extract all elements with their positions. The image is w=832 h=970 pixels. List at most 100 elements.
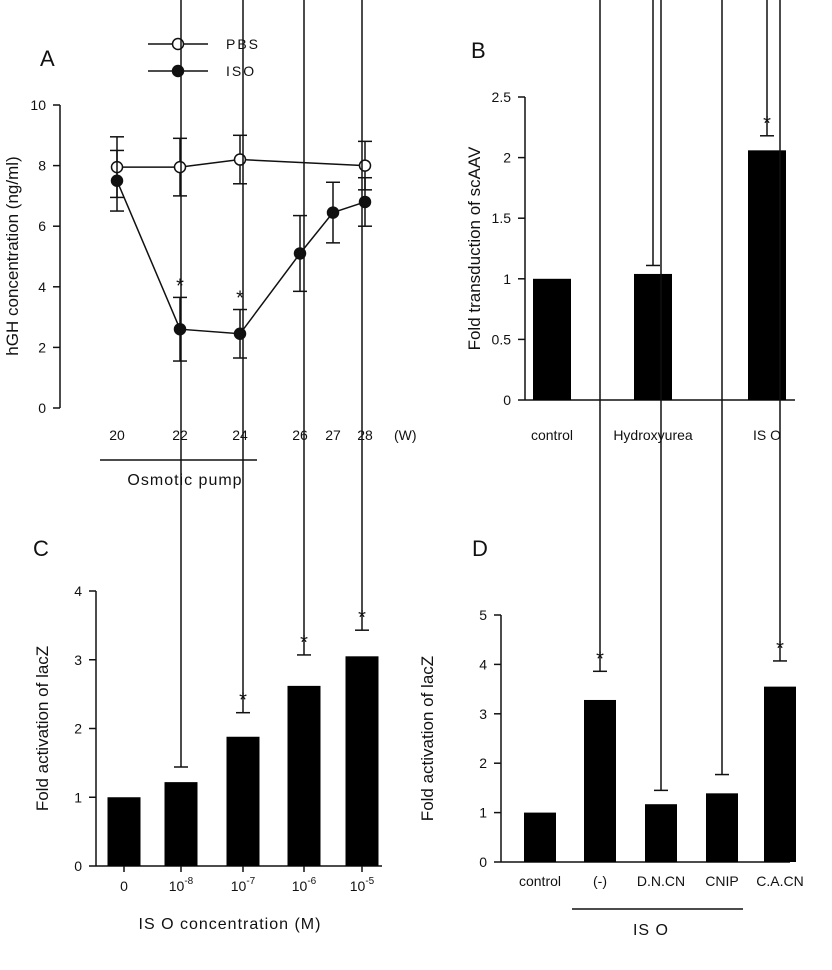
legend-label: ISO xyxy=(226,63,256,79)
data-point xyxy=(173,322,187,336)
y-tick-label: 2.5 xyxy=(492,89,512,105)
bar xyxy=(584,699,616,862)
x-category-label: Hydroxyurea xyxy=(613,427,693,443)
category-base: 10 xyxy=(292,878,308,894)
category-base: 0 xyxy=(120,878,128,894)
legend-marker xyxy=(171,64,185,78)
y-tick-label: 4 xyxy=(38,279,46,295)
y-tick-label: 0 xyxy=(503,392,511,408)
x-category-label: CNIP xyxy=(705,873,738,889)
panel-d: D 0 1 2 3 4 5 Fold activation of lacZ control * (-… xyxy=(418,0,804,939)
data-point xyxy=(358,195,372,209)
y-tick-label: 4 xyxy=(479,656,487,672)
error-bar xyxy=(654,0,668,792)
y-axis-label: hGH concentration (ng/ml) xyxy=(3,156,22,355)
series-line xyxy=(117,158,366,168)
data-point xyxy=(110,174,124,187)
data-point xyxy=(233,153,247,166)
y-tick-label: 3 xyxy=(479,706,487,722)
bar xyxy=(706,793,738,862)
error-bar xyxy=(760,0,774,137)
x-category-label: 10-6 xyxy=(292,876,317,894)
x-unit-label: (W) xyxy=(394,427,417,443)
error-bar xyxy=(355,0,369,631)
y-axis-label: Fold transduction of scAAV xyxy=(465,146,484,350)
error-bar xyxy=(297,0,311,656)
y-tick-label: 2 xyxy=(479,755,487,771)
error-bar xyxy=(773,0,787,662)
y-tick-label: 4 xyxy=(74,583,82,599)
bar xyxy=(764,686,796,862)
error-bar xyxy=(593,0,607,673)
panel-b: B 0 0.5 1 1.5 2 2.5 Fold transduction of scAAV c… xyxy=(465,0,795,443)
data-point xyxy=(326,206,340,219)
y-tick-label: 2 xyxy=(38,339,46,355)
y-tick-label: 5 xyxy=(479,607,487,623)
bar xyxy=(634,273,672,400)
x-tick-label: 22 xyxy=(172,427,188,443)
y-tick-label: 1 xyxy=(74,789,82,805)
y-tick-label: 0 xyxy=(38,400,46,416)
category-base: 10 xyxy=(231,878,247,894)
x-category-label: C.A.CN xyxy=(756,873,803,889)
osmotic-pump-label: Osmotic pump xyxy=(127,472,242,489)
panel-letter-c: C xyxy=(33,536,49,561)
data-point xyxy=(173,160,187,174)
series-iso: ** xyxy=(110,149,372,362)
bar xyxy=(533,278,571,400)
x-category-label: D.N.CN xyxy=(637,873,685,889)
x-tick-label: 20 xyxy=(109,427,125,443)
data-point xyxy=(358,159,372,172)
x-tick-label: 26 xyxy=(292,427,308,443)
y-axis-label: Fold activation of lacZ xyxy=(33,646,52,811)
significance-star: * xyxy=(596,648,604,670)
y-tick-label: 6 xyxy=(38,218,46,234)
y-tick-label: 8 xyxy=(38,158,46,174)
category-exponent: -7 xyxy=(246,876,255,887)
x-category-label: 0 xyxy=(120,878,128,894)
y-tick-label: 1 xyxy=(479,805,487,821)
x-category-label: control xyxy=(531,427,573,443)
x-tick-label: 28 xyxy=(357,427,373,443)
x-category-label: control xyxy=(519,873,561,889)
x-category-label: IS O xyxy=(753,427,781,443)
x-category-label: (-) xyxy=(593,873,607,889)
x-axis-label: IS O concentration (M) xyxy=(139,916,322,933)
error-bar xyxy=(715,0,729,776)
bar xyxy=(164,782,198,866)
bar xyxy=(524,812,556,862)
y-tick-label: 3 xyxy=(74,652,82,668)
panel-letter-a: A xyxy=(40,46,55,71)
y-tick-label: 0.5 xyxy=(492,331,512,347)
data-point xyxy=(233,327,247,341)
significance-star: * xyxy=(763,113,771,135)
legend-marker xyxy=(171,37,185,51)
series-line xyxy=(116,180,366,335)
bar xyxy=(645,804,677,862)
category-exponent: -5 xyxy=(365,876,374,887)
bar xyxy=(345,656,379,866)
category-base: 10 xyxy=(350,878,366,894)
significance-star: * xyxy=(176,275,184,297)
significance-star: * xyxy=(239,690,247,712)
significance-star: * xyxy=(236,288,244,310)
bar xyxy=(107,797,141,866)
y-tick-label: 1.5 xyxy=(492,210,512,226)
significance-star: * xyxy=(776,638,784,660)
error-bar xyxy=(174,0,188,768)
category-exponent: -6 xyxy=(307,876,316,887)
category-exponent: -8 xyxy=(184,876,193,887)
bar xyxy=(287,685,321,866)
x-tick-label: 27 xyxy=(325,427,341,443)
data-point xyxy=(293,247,307,260)
y-tick-label: 2 xyxy=(74,721,82,737)
y-tick-label: 2 xyxy=(503,150,511,166)
significance-star: * xyxy=(300,632,308,654)
y-tick-label: 0 xyxy=(479,854,487,870)
y-tick-label: 10 xyxy=(30,97,46,113)
error-bar xyxy=(236,0,250,714)
y-tick-label: 1 xyxy=(503,271,511,287)
